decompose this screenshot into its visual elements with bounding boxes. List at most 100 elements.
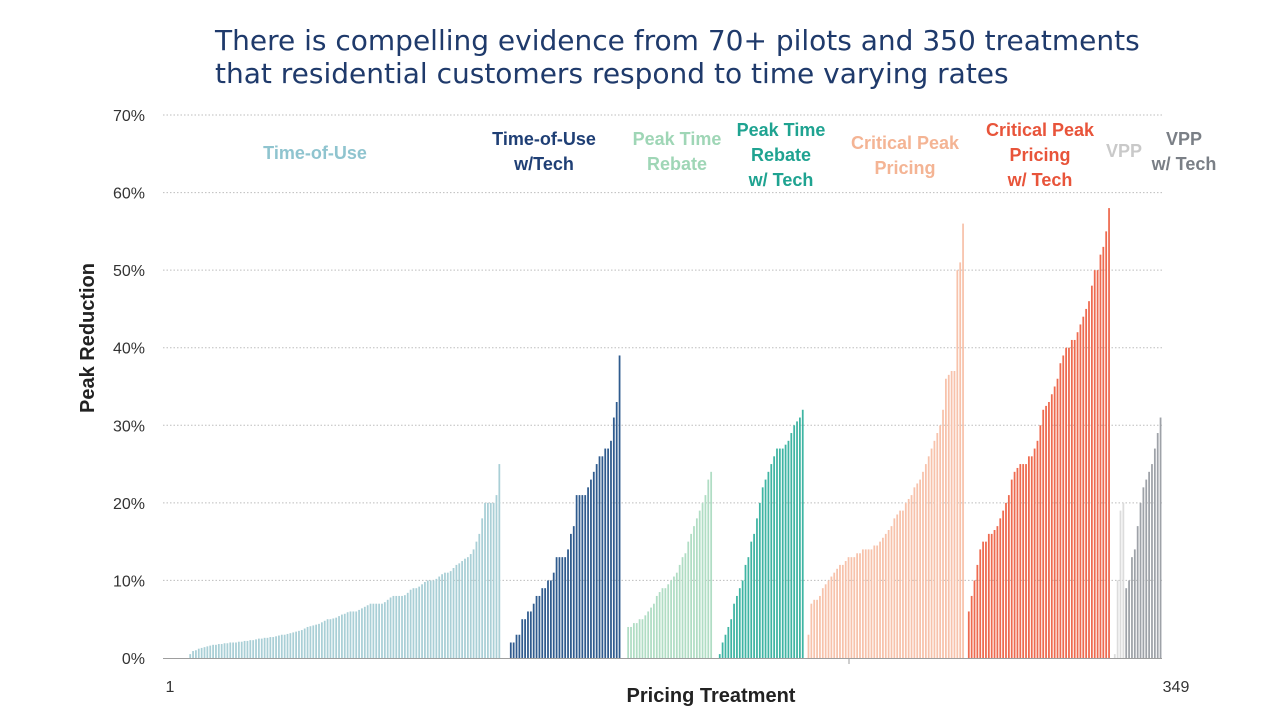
bar bbox=[258, 638, 260, 658]
bar bbox=[369, 603, 372, 658]
category-label: Peak Time bbox=[633, 129, 722, 149]
bar bbox=[1105, 231, 1108, 659]
bar bbox=[278, 635, 280, 658]
bar bbox=[850, 557, 853, 658]
bar bbox=[260, 638, 263, 658]
bar bbox=[756, 518, 758, 658]
category-label: w/Tech bbox=[513, 154, 574, 174]
bar bbox=[1093, 270, 1096, 658]
y-tick-label: 0% bbox=[122, 651, 145, 668]
bar bbox=[876, 545, 879, 658]
bar bbox=[738, 588, 741, 658]
bar bbox=[363, 606, 366, 658]
bar bbox=[1145, 479, 1148, 658]
bar bbox=[592, 471, 595, 658]
bar bbox=[215, 644, 217, 658]
bar bbox=[349, 611, 352, 658]
bar bbox=[383, 602, 386, 658]
bar bbox=[681, 557, 684, 658]
bar bbox=[564, 557, 567, 658]
bar bbox=[338, 616, 340, 658]
bar bbox=[449, 571, 452, 658]
bar bbox=[343, 613, 346, 658]
bar bbox=[492, 502, 495, 658]
bar bbox=[810, 603, 813, 658]
bar bbox=[673, 576, 675, 658]
bar bbox=[438, 576, 441, 658]
bar bbox=[406, 592, 409, 658]
bar bbox=[567, 549, 569, 658]
bar bbox=[323, 620, 326, 658]
bar bbox=[796, 421, 798, 658]
category-label: VPP bbox=[1166, 129, 1202, 149]
bar bbox=[927, 456, 930, 658]
bar bbox=[361, 608, 363, 658]
bar bbox=[1108, 208, 1110, 658]
bar bbox=[787, 440, 790, 658]
bar bbox=[1028, 456, 1030, 658]
bar bbox=[870, 549, 873, 658]
y-tick-label: 20% bbox=[113, 496, 145, 513]
y-tick-label: 70% bbox=[113, 108, 145, 125]
bar bbox=[335, 617, 338, 658]
bar bbox=[484, 502, 486, 658]
bar bbox=[1062, 355, 1065, 658]
y-axis-title: Peak Reduction bbox=[77, 263, 99, 413]
bar bbox=[701, 502, 704, 658]
bar bbox=[933, 440, 936, 658]
bar bbox=[667, 584, 670, 658]
bar bbox=[873, 545, 876, 658]
bar bbox=[641, 619, 644, 658]
bar bbox=[707, 479, 710, 658]
bar bbox=[366, 605, 369, 658]
bar bbox=[627, 626, 630, 658]
bar bbox=[495, 495, 498, 658]
bar bbox=[1102, 246, 1105, 658]
bar bbox=[604, 448, 607, 658]
bar bbox=[424, 581, 426, 658]
x-end-label: 349 bbox=[1163, 679, 1190, 696]
bar bbox=[985, 541, 987, 658]
bar bbox=[275, 636, 277, 658]
bar bbox=[1142, 487, 1145, 658]
bar bbox=[967, 611, 970, 658]
bar bbox=[452, 568, 455, 658]
bar bbox=[1030, 456, 1033, 658]
bar bbox=[887, 530, 890, 658]
bar bbox=[773, 456, 776, 658]
bar bbox=[761, 487, 764, 658]
bar bbox=[864, 549, 867, 658]
bar bbox=[346, 612, 349, 658]
bar bbox=[409, 589, 412, 658]
bar bbox=[601, 456, 604, 658]
bar bbox=[389, 597, 392, 658]
bar bbox=[1065, 347, 1067, 658]
bar bbox=[292, 632, 295, 658]
bar bbox=[784, 444, 787, 658]
bar bbox=[572, 526, 575, 658]
bar bbox=[524, 619, 526, 658]
bar bbox=[919, 479, 921, 658]
bar bbox=[515, 634, 518, 658]
bar bbox=[547, 580, 549, 658]
y-tick-label: 60% bbox=[113, 186, 145, 203]
bar bbox=[956, 270, 959, 658]
bar bbox=[1113, 654, 1116, 658]
bar bbox=[552, 572, 555, 658]
bar bbox=[736, 595, 738, 658]
bar bbox=[916, 483, 919, 658]
bar bbox=[767, 471, 770, 658]
bar bbox=[555, 557, 558, 658]
bar bbox=[426, 580, 429, 658]
bar bbox=[741, 580, 744, 658]
bar bbox=[432, 580, 435, 658]
bar bbox=[830, 576, 833, 658]
bar bbox=[824, 584, 827, 658]
bar bbox=[807, 634, 810, 658]
bar bbox=[924, 464, 927, 658]
bar bbox=[1125, 588, 1128, 658]
bar bbox=[309, 626, 312, 658]
bar bbox=[836, 568, 838, 658]
bar bbox=[1070, 339, 1073, 658]
bar bbox=[750, 541, 753, 658]
